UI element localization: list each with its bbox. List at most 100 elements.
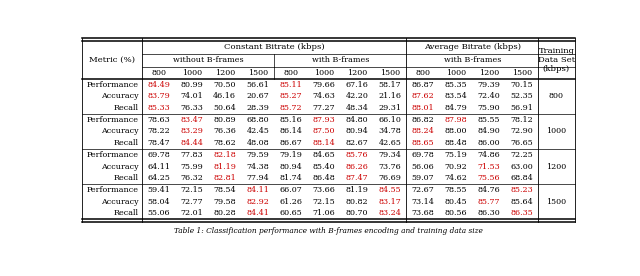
Text: 46.16: 46.16 <box>213 92 236 100</box>
Text: Performance: Performance <box>86 186 138 194</box>
Text: Metric (%): Metric (%) <box>90 56 136 64</box>
Text: 70.92: 70.92 <box>445 163 467 171</box>
Text: 71.06: 71.06 <box>312 209 335 217</box>
Text: 76.32: 76.32 <box>180 174 204 182</box>
Text: 85.23: 85.23 <box>511 186 533 194</box>
Text: 20.67: 20.67 <box>246 92 269 100</box>
Text: 66.07: 66.07 <box>280 186 302 194</box>
Text: 79.39: 79.39 <box>477 81 500 89</box>
Text: 70.50: 70.50 <box>214 81 236 89</box>
Text: 73.14: 73.14 <box>412 198 435 206</box>
Text: 88.01: 88.01 <box>412 104 434 112</box>
Text: 1500: 1500 <box>547 198 566 206</box>
Text: 85.64: 85.64 <box>511 198 533 206</box>
Text: 82.18: 82.18 <box>213 151 236 159</box>
Text: 86.87: 86.87 <box>412 81 434 89</box>
Text: 42.65: 42.65 <box>378 139 401 147</box>
Text: 84.49: 84.49 <box>147 81 170 89</box>
Text: 72.77: 72.77 <box>180 198 203 206</box>
Text: Recall: Recall <box>113 139 138 147</box>
Text: 74.01: 74.01 <box>180 92 203 100</box>
Text: 56.06: 56.06 <box>412 163 434 171</box>
Text: 87.62: 87.62 <box>412 92 434 100</box>
Text: 60.65: 60.65 <box>280 209 302 217</box>
Text: 80.82: 80.82 <box>346 198 368 206</box>
Text: 74.86: 74.86 <box>477 151 500 159</box>
Text: 76.36: 76.36 <box>213 128 236 136</box>
Text: 88.00: 88.00 <box>445 128 467 136</box>
Text: 58.04: 58.04 <box>147 198 170 206</box>
Text: 88.14: 88.14 <box>312 139 335 147</box>
Text: 48.08: 48.08 <box>246 139 269 147</box>
Text: 76.33: 76.33 <box>180 104 204 112</box>
Text: 76.69: 76.69 <box>378 174 401 182</box>
Text: 79.66: 79.66 <box>312 81 335 89</box>
Text: 1500: 1500 <box>248 69 268 77</box>
Text: 63.00: 63.00 <box>511 163 533 171</box>
Text: 80.28: 80.28 <box>214 209 236 217</box>
Text: 87.93: 87.93 <box>312 116 335 124</box>
Text: 84.80: 84.80 <box>346 116 368 124</box>
Text: 76.65: 76.65 <box>511 139 533 147</box>
Text: 84.90: 84.90 <box>477 128 500 136</box>
Text: 1500: 1500 <box>512 69 532 77</box>
Text: 72.40: 72.40 <box>477 92 500 100</box>
Text: 88.65: 88.65 <box>412 139 434 147</box>
Text: 52.35: 52.35 <box>511 92 533 100</box>
Text: 84.11: 84.11 <box>246 186 269 194</box>
Text: 1200: 1200 <box>347 69 367 77</box>
Text: Recall: Recall <box>113 104 138 112</box>
Text: 77.94: 77.94 <box>246 174 269 182</box>
Text: Constant Bitrate (kbps): Constant Bitrate (kbps) <box>224 43 324 51</box>
Text: 85.72: 85.72 <box>280 104 302 112</box>
Text: 74.38: 74.38 <box>246 163 269 171</box>
Text: 85.35: 85.35 <box>445 81 467 89</box>
Text: 72.25: 72.25 <box>511 151 533 159</box>
Text: 86.82: 86.82 <box>412 116 434 124</box>
Text: Accuracy: Accuracy <box>100 198 138 206</box>
Text: 86.30: 86.30 <box>477 209 500 217</box>
Text: 79.58: 79.58 <box>214 198 236 206</box>
Text: 59.41: 59.41 <box>147 186 170 194</box>
Text: 1000: 1000 <box>314 69 334 77</box>
Text: with B-frames: with B-frames <box>444 56 501 64</box>
Text: 77.83: 77.83 <box>180 151 203 159</box>
Text: 85.11: 85.11 <box>280 81 302 89</box>
Text: 72.15: 72.15 <box>312 198 335 206</box>
Text: Performance: Performance <box>86 151 138 159</box>
Text: 78.22: 78.22 <box>147 128 170 136</box>
Text: 87.50: 87.50 <box>312 128 335 136</box>
Text: 80.99: 80.99 <box>180 81 203 89</box>
Text: 1000: 1000 <box>446 69 466 77</box>
Text: 50.64: 50.64 <box>213 104 236 112</box>
Text: 28.39: 28.39 <box>246 104 269 112</box>
Text: 86.26: 86.26 <box>346 163 368 171</box>
Text: 74.62: 74.62 <box>444 174 467 182</box>
Text: 75.90: 75.90 <box>477 104 500 112</box>
Text: 1200: 1200 <box>547 163 566 171</box>
Text: 78.55: 78.55 <box>445 186 467 194</box>
Text: 73.66: 73.66 <box>312 186 335 194</box>
Text: 64.25: 64.25 <box>147 174 170 182</box>
Text: 86.14: 86.14 <box>280 128 302 136</box>
Text: 69.78: 69.78 <box>147 151 170 159</box>
Text: 73.76: 73.76 <box>378 163 401 171</box>
Text: 42.45: 42.45 <box>246 128 269 136</box>
Text: 70.15: 70.15 <box>511 81 533 89</box>
Text: 80.45: 80.45 <box>445 198 467 206</box>
Text: 79.34: 79.34 <box>378 151 401 159</box>
Text: 84.44: 84.44 <box>180 139 204 147</box>
Text: 83.47: 83.47 <box>180 116 203 124</box>
Text: 78.63: 78.63 <box>147 116 170 124</box>
Text: 1000: 1000 <box>182 69 202 77</box>
Text: 88.24: 88.24 <box>412 128 434 136</box>
Text: 68.80: 68.80 <box>246 116 269 124</box>
Text: 29.31: 29.31 <box>378 104 401 112</box>
Text: Performance: Performance <box>86 81 138 89</box>
Text: 75.56: 75.56 <box>477 174 500 182</box>
Text: 800: 800 <box>549 92 564 100</box>
Text: 48.34: 48.34 <box>346 104 368 112</box>
Text: 34.78: 34.78 <box>378 128 401 136</box>
Text: 72.15: 72.15 <box>180 186 203 194</box>
Text: 58.17: 58.17 <box>378 81 401 89</box>
